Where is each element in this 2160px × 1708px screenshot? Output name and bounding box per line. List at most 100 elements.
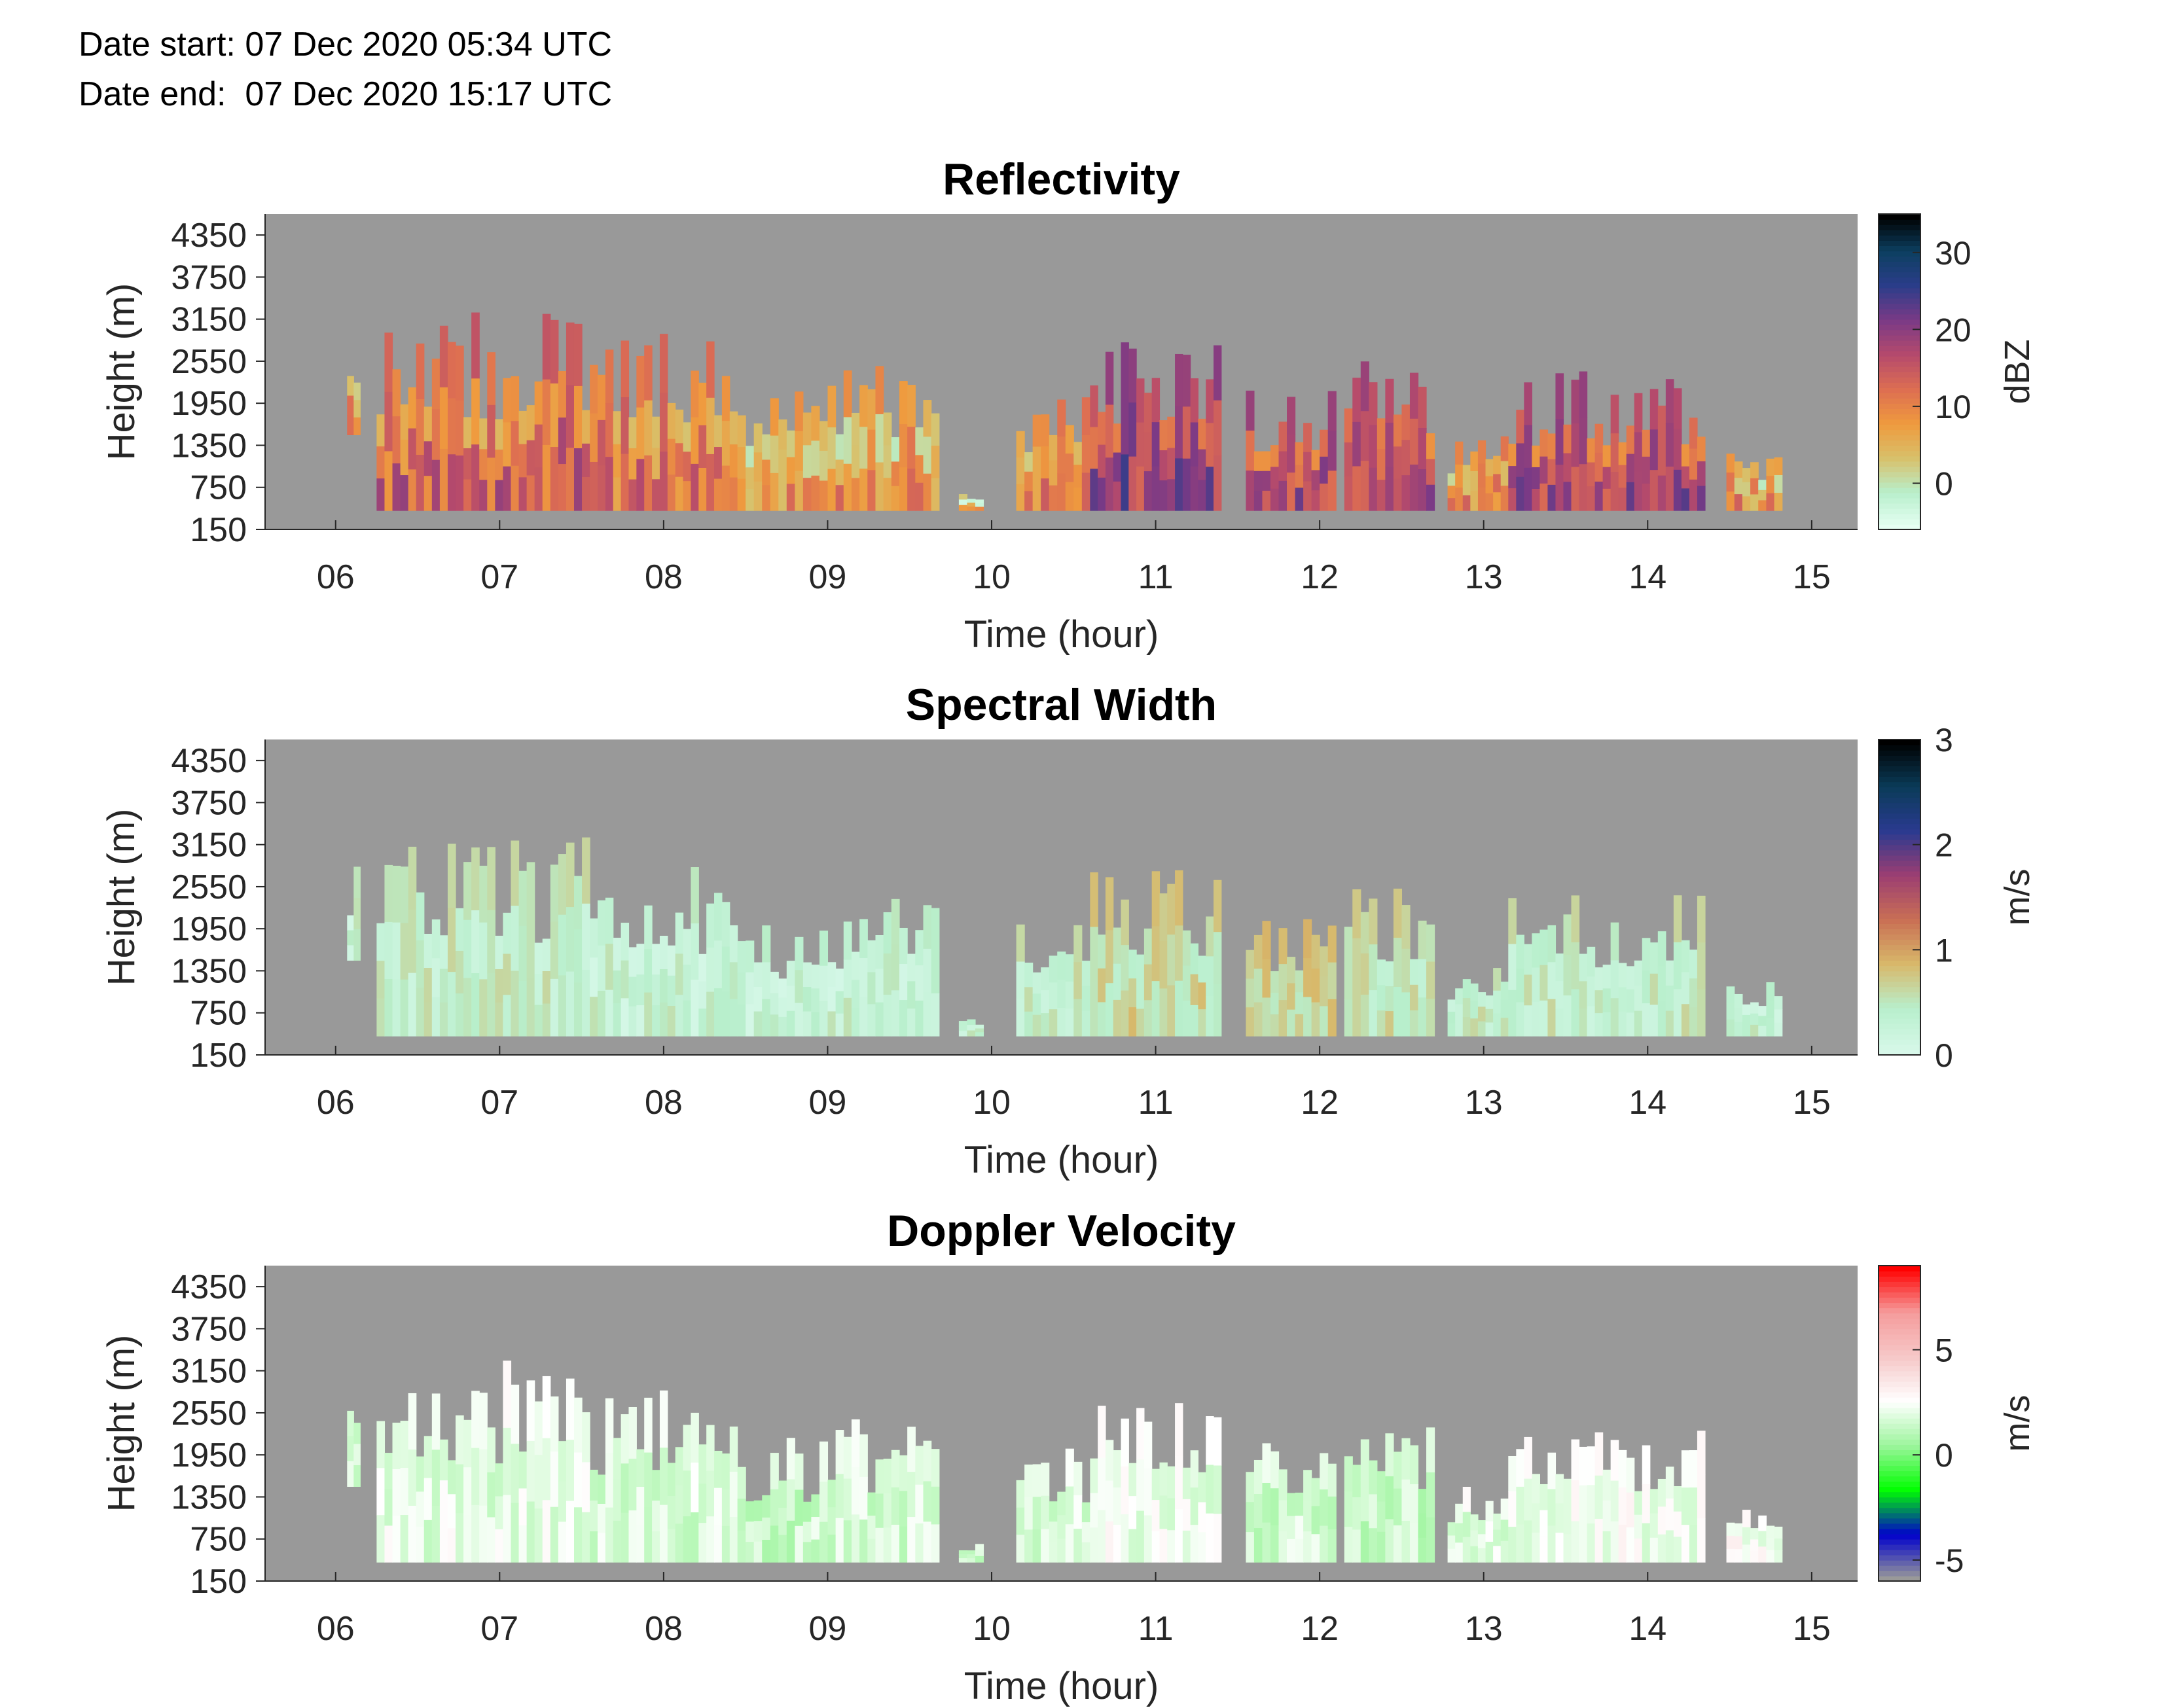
echo-cell [1377,1531,1386,1563]
colorbar-strip [1879,471,1920,478]
echo-cell [1766,1018,1775,1037]
echo-cell [1579,1523,1588,1563]
echo-cell [1462,1537,1471,1563]
echo-cell [597,945,606,991]
colorbar-strip [1879,219,1920,225]
echo-cell [1143,1468,1153,1516]
colorbar-tick-label: 5 [1935,1332,1953,1369]
echo-cell [1385,961,1394,987]
echo-cell [714,940,723,989]
echo-cell [819,1001,829,1037]
echo-cell [582,1412,590,1463]
echo-cell [827,385,837,428]
echo-cell [347,1436,354,1462]
echo-cell [1057,1008,1066,1037]
echo-cell [511,906,520,972]
colorbar-strip [1879,891,1920,898]
echo-cell [1571,380,1580,424]
echo-cell [558,914,567,976]
echo-cell [1206,423,1214,467]
echo-cell [1198,480,1206,511]
colorbar-strip [1879,319,1920,325]
echo-cell [542,971,551,1005]
echo-cell [883,445,892,478]
colorbar-strip [1879,277,1920,283]
echo-cell [1409,1523,1419,1563]
echo-cell [1214,1465,1222,1514]
echo-cell [1766,1550,1775,1563]
echo-cell [1065,454,1074,483]
echo-cell [1563,1534,1572,1563]
echo-cell [819,1482,829,1523]
echo-cell [1774,1538,1783,1551]
echo-cell [1049,1521,1058,1542]
echo-cell [1485,1521,1494,1542]
echo-cell [1073,1495,1083,1529]
echo-cell [1352,1465,1361,1498]
echo-cell [1401,992,1411,1037]
echo-cell [1758,500,1767,511]
echo-cell [652,1531,660,1563]
echo-cell [1634,1514,1643,1539]
echo-cell [1508,1491,1517,1527]
echo-cell [1726,472,1735,492]
echo-cell [1190,1005,1199,1037]
echo-cell [1665,986,1674,1012]
colorbar-strip [1879,382,1920,388]
echo-cell [400,404,409,440]
echo-cell [899,1526,908,1563]
echo-cell [1594,452,1604,482]
colorbar-strip [1879,287,1920,294]
echo-cell [1587,976,1596,1007]
echo-cell [1401,1438,1411,1480]
echo-cell [558,1441,567,1482]
echo-cell [1516,1486,1524,1525]
colorbar-strip [1879,1308,1920,1314]
echo-cell [1726,1019,1735,1037]
echo-cell [737,478,746,511]
colorbar-tick-label: 30 [1935,235,1971,272]
echo-cell [1401,404,1411,440]
echo-cell [644,949,653,993]
echo-cell [1409,372,1419,419]
x-tick-label: 15 [1793,1610,1831,1648]
echo-cell [967,1025,976,1031]
echo-cell [526,405,535,441]
x-tick-label: 08 [645,558,683,596]
echo-cell [667,1005,676,1037]
echo-cell [1311,1506,1320,1535]
echo-cell [1214,880,1222,933]
echo-cell [376,446,386,479]
echo-cell [1377,1501,1386,1533]
echo-cell [566,842,575,908]
echo-cell [1594,1013,1604,1037]
colorbar-strip [1879,482,1920,488]
echo-cell [1278,451,1287,482]
colorbar-strip [1879,823,1920,830]
echo-cell [1320,946,1329,977]
colorbar-strip [1879,224,1920,230]
echo-cell [1563,424,1572,454]
echo-cell [431,919,441,959]
echo-cell [1016,484,1025,511]
echo-cell [691,1412,699,1463]
echo-cell [1065,954,1074,982]
echo-cell [1278,1500,1287,1532]
echo-cell [931,1486,940,1525]
echo-cell [550,319,559,384]
echo-cell [471,312,480,379]
colorbar-strip [1879,435,1920,441]
echo-cell [1377,418,1386,450]
echo-cell [511,1503,520,1563]
echo-cell [1470,491,1479,511]
colorbar-strip [1879,1528,1920,1535]
echo-cell [1065,1486,1074,1525]
echo-cell [1642,1003,1651,1037]
echo-cell [1455,1523,1464,1543]
echo-cell [1024,987,1034,1012]
echo-cell [683,1000,692,1037]
echo-cell [958,1025,968,1032]
echo-cell [590,1469,598,1501]
echo-cell [1447,1522,1456,1537]
